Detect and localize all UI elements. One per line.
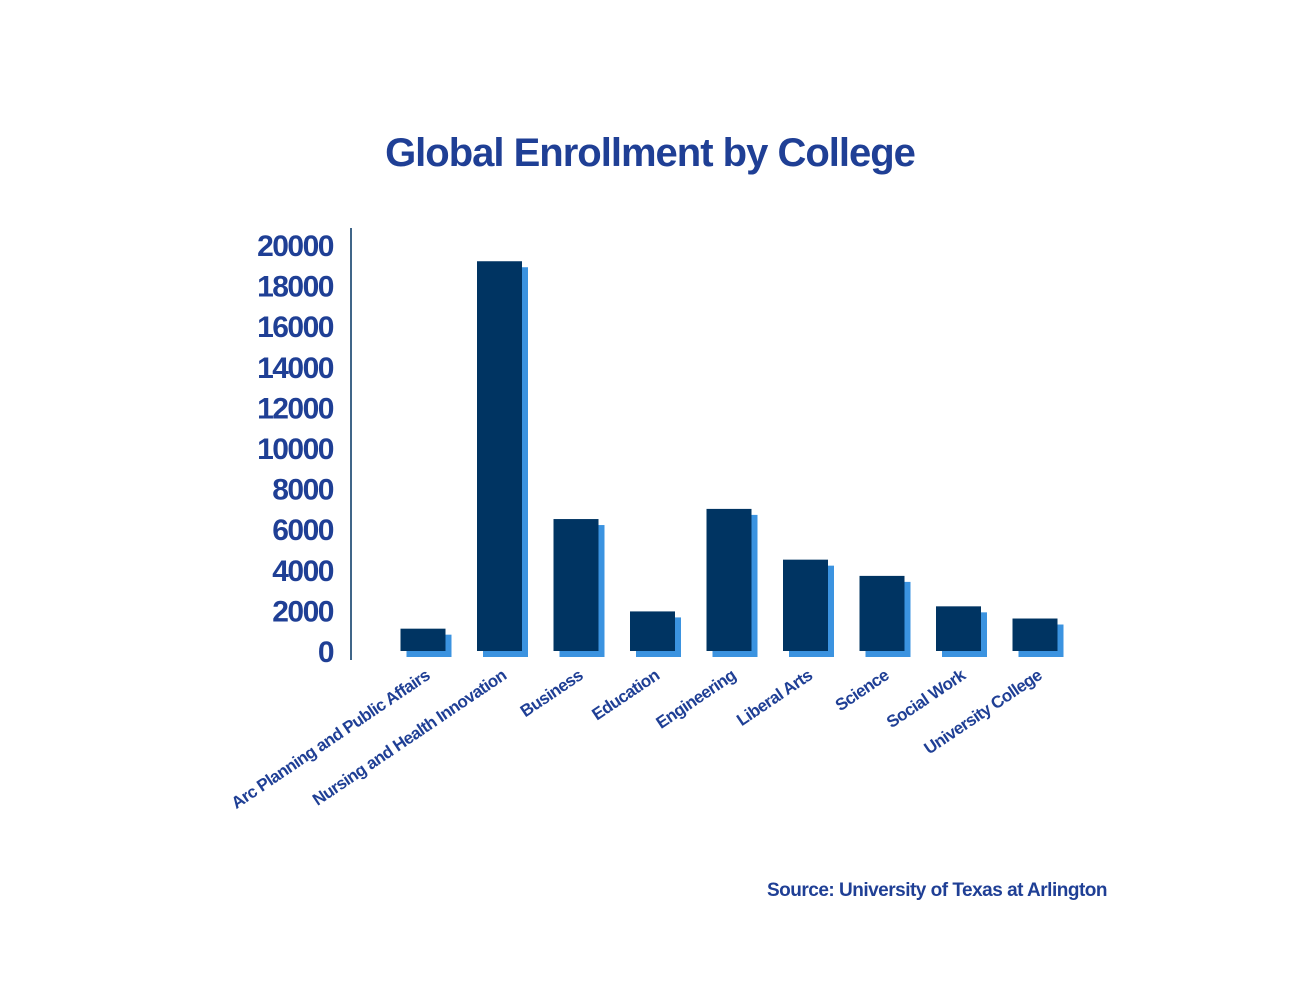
y-tick-label: 20000 [257,230,334,263]
x-category-label: Liberal Arts [733,665,816,729]
bar [630,611,675,651]
y-tick-label: 10000 [257,433,334,466]
bar [477,261,522,651]
y-tick-label: 0 [318,636,334,669]
bars [400,261,1064,657]
x-category-label: Science [832,665,893,714]
y-tick-label: 16000 [257,311,334,344]
y-tick-label: 6000 [272,514,334,547]
y-tick-label: 2000 [272,595,334,628]
x-category-label: Education [588,665,662,724]
y-tick-label: 18000 [257,271,334,304]
bar [783,559,828,651]
bar [706,508,752,651]
y-tick-label: 14000 [257,352,334,385]
y-tick-label: 12000 [257,392,334,425]
x-category-label: Engineering [653,665,740,732]
y-tick-label: 4000 [272,555,334,588]
chart-title: Global Enrollment by College [385,131,915,175]
bar [1012,618,1058,651]
y-tick-label: 8000 [272,474,334,507]
bar [400,628,446,651]
y-axis-ticks: 0 2000 4000 6000 8000 10000 12000 14000 16000 180… [257,230,335,669]
x-category-label: Business [517,665,586,720]
bar [553,519,599,651]
source-note: Source: University of Texas at Arlington [767,880,1107,901]
bar [859,575,905,651]
bar [936,606,981,651]
